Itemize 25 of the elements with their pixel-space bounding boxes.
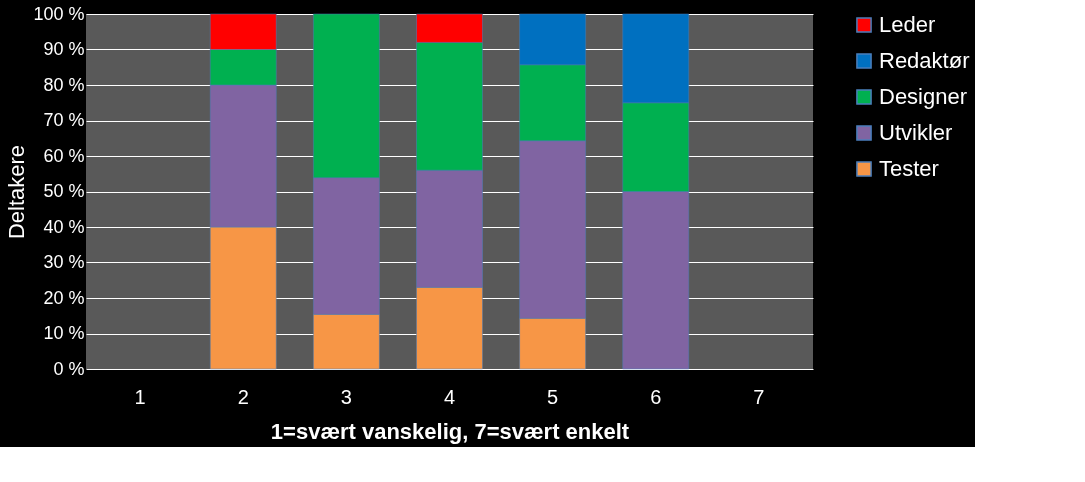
- y-tick-label: 50 %: [43, 181, 85, 201]
- legend-label: Redaktør: [879, 48, 970, 73]
- y-tick-label: 80 %: [43, 74, 85, 95]
- x-tick-label: 7: [753, 385, 765, 408]
- y-tick-label: 70 %: [43, 110, 85, 130]
- legend-label: Leder: [879, 12, 936, 37]
- y-axis-title: Deltakere: [4, 144, 30, 240]
- y-tick-label: 0 %: [53, 358, 85, 379]
- x-axis-title: 1=svært vanskelig, 7=svært enkelt: [270, 418, 630, 444]
- legend-label: Utvikler: [879, 120, 953, 145]
- y-tick-label: 60 %: [43, 145, 85, 166]
- y-tick-label: 90 %: [43, 39, 85, 59]
- x-tick-label: 3: [340, 385, 352, 408]
- legend-label: Designer: [879, 84, 968, 109]
- x-tick-label: 2: [237, 385, 249, 408]
- legend-label: Tester: [879, 156, 939, 181]
- y-tick-label: 20 %: [43, 287, 85, 308]
- x-tick-label: 5: [547, 385, 559, 408]
- x-tick-label: 4: [443, 385, 456, 408]
- y-tick-label: 30 %: [43, 252, 85, 272]
- y-tick-label: 100 %: [33, 3, 85, 24]
- x-tick-label: 1: [134, 385, 146, 408]
- x-tick-label: 6: [650, 385, 662, 408]
- y-tick-label: 10 %: [43, 323, 85, 343]
- y-tick-label: 40 %: [43, 216, 85, 237]
